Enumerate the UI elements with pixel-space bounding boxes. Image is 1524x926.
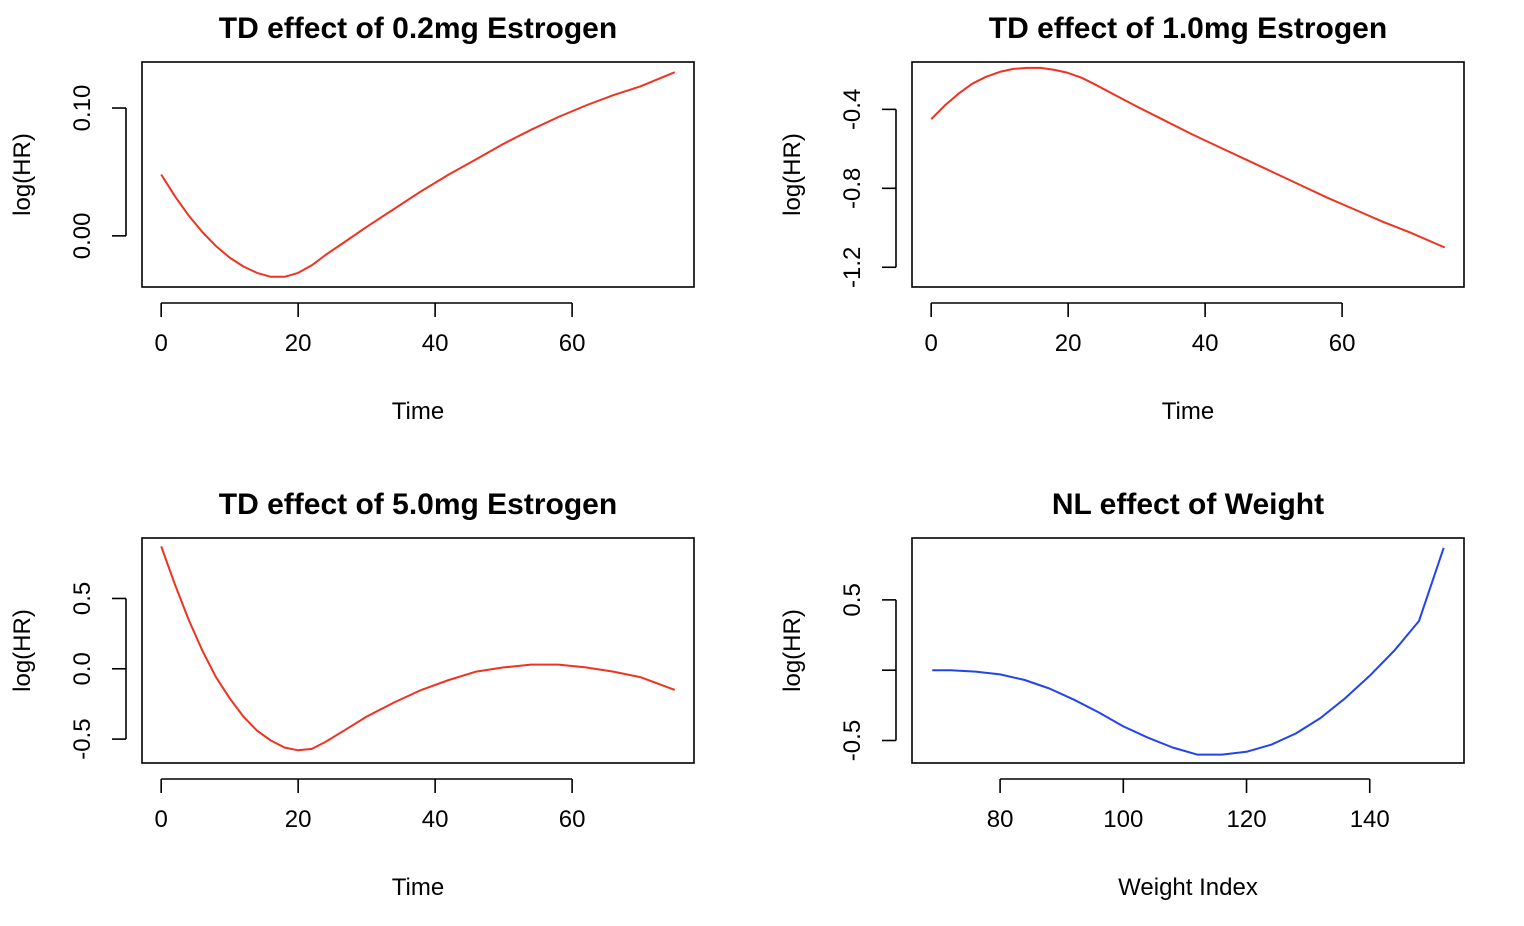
y-axis-label: log(HR) bbox=[779, 609, 806, 692]
x-axis-label: Time bbox=[392, 398, 444, 425]
x-tick-label: 40 bbox=[422, 330, 449, 357]
y-axis-label: log(HR) bbox=[9, 133, 36, 216]
x-axis-label: Time bbox=[1162, 398, 1214, 425]
y-tick-label: -0.5 bbox=[839, 720, 866, 761]
y-tick-label: 0.00 bbox=[69, 213, 96, 260]
series-line bbox=[932, 547, 1445, 756]
x-tick-label: 60 bbox=[559, 806, 586, 833]
plot-frame bbox=[911, 61, 1465, 288]
y-tick-label: -0.8 bbox=[839, 168, 866, 209]
x-tick-label: 0 bbox=[154, 806, 167, 833]
y-axis-label: log(HR) bbox=[9, 609, 36, 692]
x-tick-label: 60 bbox=[1329, 330, 1356, 357]
plot-frame bbox=[911, 537, 1465, 764]
series-line bbox=[930, 66, 1446, 249]
y-tick-label: 0.0 bbox=[69, 652, 96, 685]
y-tick-label: 0.5 bbox=[839, 583, 866, 616]
x-tick-label: 100 bbox=[1103, 806, 1143, 833]
x-tick-label: 60 bbox=[559, 330, 586, 357]
series-line bbox=[160, 546, 676, 752]
x-tick-label: 20 bbox=[285, 806, 312, 833]
x-tick-label: 80 bbox=[987, 806, 1014, 833]
y-axis-label: log(HR) bbox=[779, 133, 806, 216]
chart-title: TD effect of 0.2mg Estrogen bbox=[219, 12, 617, 45]
x-tick-label: 20 bbox=[285, 330, 312, 357]
chart-title: TD effect of 1.0mg Estrogen bbox=[989, 12, 1387, 45]
y-tick-label: -0.5 bbox=[69, 718, 96, 759]
chart-title: TD effect of 5.0mg Estrogen bbox=[219, 488, 617, 521]
chart-panel-4: NL effect of Weight 80 100 120 140 Weight Ind… bbox=[779, 488, 1465, 901]
chart-panel-2: TD effect of 1.0mg Estrogen 0 20 40 60 Time -1… bbox=[779, 12, 1465, 425]
y-tick-label: 0.5 bbox=[69, 582, 96, 615]
x-axis-label: Time bbox=[392, 874, 444, 901]
chart-panel-1: TD effect of 0.2mg Estrogen 0 20 40 60 Time 0.… bbox=[9, 12, 695, 425]
x-tick-label: 0 bbox=[154, 330, 167, 357]
chart-title: NL effect of Weight bbox=[1052, 488, 1324, 521]
series-line bbox=[160, 71, 676, 278]
x-axis-label: Weight Index bbox=[1118, 874, 1258, 901]
y-tick-label: -0.4 bbox=[839, 89, 866, 130]
plot-frame bbox=[141, 61, 695, 288]
y-tick-label: 0.10 bbox=[69, 85, 96, 132]
x-tick-label: 120 bbox=[1227, 806, 1267, 833]
plot-frame bbox=[141, 537, 695, 764]
chart-panel-3: TD effect of 5.0mg Estrogen 0 20 40 60 Time -0… bbox=[9, 488, 695, 901]
x-tick-label: 40 bbox=[422, 806, 449, 833]
y-tick-label: -1.2 bbox=[839, 247, 866, 288]
x-tick-label: 20 bbox=[1055, 330, 1082, 357]
x-tick-label: 40 bbox=[1192, 330, 1219, 357]
x-tick-label: 140 bbox=[1350, 806, 1390, 833]
x-tick-label: 0 bbox=[924, 330, 937, 357]
